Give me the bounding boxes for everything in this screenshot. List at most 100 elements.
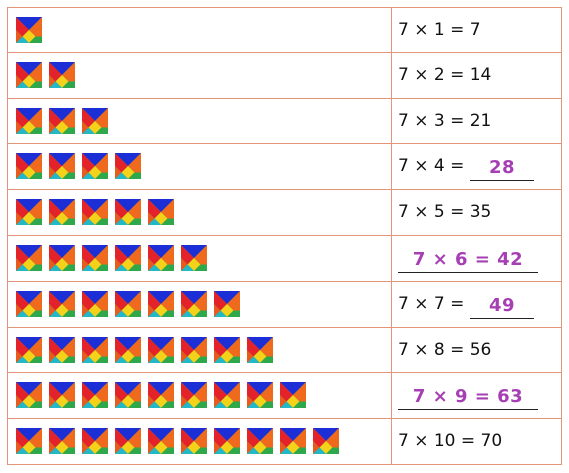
tangram-icon (148, 337, 174, 363)
handwritten-answer: 7 × 9 = 63 (412, 386, 524, 408)
icon-cell (8, 236, 392, 281)
equation-cell: 7 × 10 = 70 (392, 419, 561, 464)
tangram-icon (16, 291, 42, 317)
equation: 7 × 10 = 70 (398, 431, 503, 452)
equation: 7 × 2 = 14 (398, 64, 492, 85)
tangram-icon (247, 428, 273, 454)
answer-blank: 28 (470, 150, 534, 182)
equation-cell: 7 × 4 = 28 (392, 144, 561, 189)
table-row: 7 × 5 = 35 (7, 190, 562, 236)
tangram-icon (181, 337, 207, 363)
icon-cell (8, 144, 392, 190)
tangram-icon (115, 245, 141, 271)
icon-cell (8, 190, 392, 235)
answer-blank: 7 × 6 = 42 (398, 242, 538, 273)
tangram-icon (148, 382, 174, 408)
table-row: 7 × 8 = 56 (7, 327, 562, 374)
tangram-icon (16, 337, 42, 363)
equation: 7 × 4 = (398, 156, 465, 177)
tangram-icon (82, 245, 108, 271)
tangram-icon (214, 382, 240, 408)
tangram-icon (148, 245, 174, 271)
tangram-icon (115, 337, 141, 363)
tangram-icon (181, 291, 207, 317)
tangram-icon (115, 153, 141, 179)
answer-blank: 49 (470, 288, 534, 319)
tangram-icon (16, 199, 42, 225)
tangram-icon (115, 428, 141, 454)
equation: 7 × 5 = 35 (398, 202, 492, 223)
tangram-icon (49, 337, 75, 363)
tangram-icon (82, 382, 108, 408)
equation: 7 × 1 = 7 (398, 20, 481, 40)
equation-cell: 7 × 8 = 56 (392, 328, 561, 373)
equation-cell: 7 × 9 = 63 (392, 373, 561, 418)
tangram-icon (181, 382, 207, 408)
table-row: 7 × 6 = 42 (7, 236, 562, 282)
icon-cell (8, 8, 392, 52)
tangram-icon (82, 337, 108, 363)
tangram-icon (148, 428, 174, 454)
equation-cell: 7 × 7 = 49 (392, 282, 561, 327)
handwritten-answer: 28 (488, 157, 516, 179)
tangram-icon (49, 199, 75, 225)
table-row: 7 × 9 = 63 (7, 373, 562, 420)
tangram-icon (16, 153, 42, 179)
tangram-icon (49, 62, 75, 88)
icon-cell (8, 98, 392, 144)
table-row: 7 × 2 = 14 (7, 52, 562, 99)
equation: 7 × 7 = (398, 293, 465, 314)
tangram-icon (16, 382, 42, 408)
tangram-icon (16, 17, 42, 43)
table-row: 7 × 7 = 49 (7, 281, 562, 328)
tangram-icon (148, 199, 174, 225)
icon-cell (8, 373, 392, 419)
tangram-icon (49, 153, 75, 179)
tangram-icon (214, 337, 240, 363)
tangram-icon (214, 428, 240, 454)
tangram-icon (181, 245, 207, 271)
tangram-icon (313, 428, 339, 454)
tangram-icon (16, 108, 42, 134)
table-row: 7 × 3 = 21 (7, 98, 562, 145)
handwritten-answer: 7 × 6 = 42 (412, 249, 524, 270)
tangram-icon (214, 291, 240, 317)
icon-cell (8, 327, 392, 373)
icon-cell (8, 52, 392, 98)
tangram-icon (82, 153, 108, 179)
tangram-icon (115, 291, 141, 317)
tangram-icon (181, 428, 207, 454)
icon-cell (8, 281, 392, 327)
icon-cell (8, 419, 392, 464)
equation-cell: 7 × 5 = 35 (392, 190, 561, 235)
tangram-icon (82, 291, 108, 317)
tangram-icon (16, 428, 42, 454)
tangram-icon (247, 337, 273, 363)
tangram-icon (148, 291, 174, 317)
tangram-icon (115, 199, 141, 225)
tangram-icon (16, 62, 42, 88)
tangram-icon (115, 382, 141, 408)
answer-blank: 7 × 9 = 63 (398, 379, 538, 411)
tangram-icon (82, 428, 108, 454)
tangram-icon (280, 428, 306, 454)
table-row: 7 × 1 = 7 (7, 7, 562, 53)
tangram-icon (49, 382, 75, 408)
tangram-icon (49, 428, 75, 454)
tangram-icon (280, 382, 306, 408)
table-row: 7 × 10 = 70 (7, 419, 562, 465)
tangram-icon (49, 291, 75, 317)
table-row: 7 × 4 = 28 (7, 144, 562, 191)
equation: 7 × 3 = 21 (398, 110, 492, 131)
handwritten-answer: 49 (488, 294, 516, 316)
tangram-icon (82, 199, 108, 225)
tangram-icon (49, 108, 75, 134)
tangram-icon (247, 382, 273, 408)
tangram-icon (49, 245, 75, 271)
equation-cell: 7 × 2 = 14 (392, 53, 561, 98)
tangram-icon (82, 108, 108, 134)
tangram-icon (16, 245, 42, 271)
equation-cell: 7 × 3 = 21 (392, 99, 561, 144)
